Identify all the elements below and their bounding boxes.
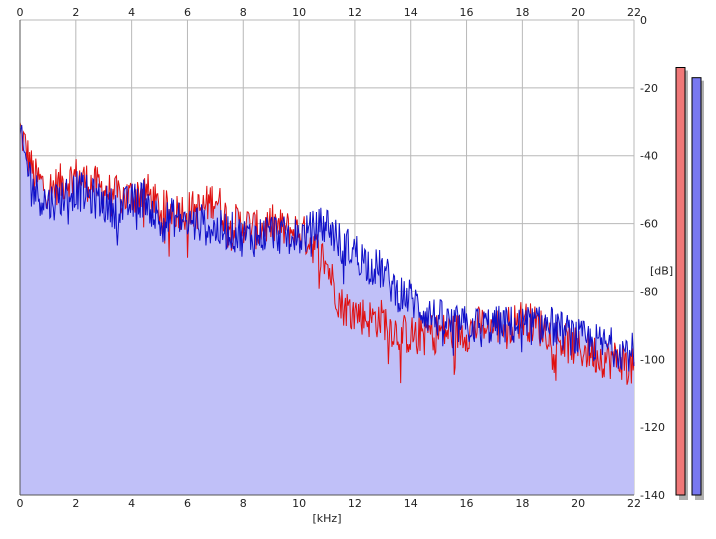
x-tick-label-top: 10 (292, 6, 306, 19)
x-tick-label-top: 12 (348, 6, 362, 19)
x-tick-label-bottom: 16 (460, 497, 474, 510)
x-tick-label-bottom: 4 (128, 497, 135, 510)
y-tick-label: -80 (640, 285, 658, 298)
x-tick-label-top: 18 (515, 6, 529, 19)
x-tick-label-top: 16 (460, 6, 474, 19)
x-tick-label-top: 4 (128, 6, 135, 19)
level-meter-bar-2 (691, 77, 702, 496)
y-tick-label: -100 (640, 353, 665, 366)
y-tick-label: -60 (640, 218, 658, 231)
x-tick-label-bottom: 8 (240, 497, 247, 510)
x-tick-label-top: 20 (571, 6, 585, 19)
x-tick-label-bottom: 22 (627, 497, 641, 510)
y-tick-label: -20 (640, 82, 658, 95)
x-tick-label-top: 8 (240, 6, 247, 19)
x-tick-label-bottom: 14 (404, 497, 418, 510)
spectrum-series (19, 122, 635, 385)
x-tick-label-top: 14 (404, 6, 418, 19)
x-tick-label-bottom: 20 (571, 497, 585, 510)
level-meters (675, 67, 704, 500)
y-axis-label: [dB] (650, 264, 673, 277)
y-tick-label: -120 (640, 421, 665, 434)
y-tick-label: 0 (640, 14, 647, 27)
x-tick-label-bottom: 2 (72, 497, 79, 510)
x-tick-label-top: 22 (627, 6, 641, 19)
level-meter-bar-1 (675, 67, 686, 496)
x-tick-label-top: 6 (184, 6, 191, 19)
series-line-2 (19, 124, 635, 372)
x-tick-label-bottom: 18 (515, 497, 529, 510)
x-tick-label-bottom: 10 (292, 497, 306, 510)
chart-axes: 002244668810101212141416161818202022220-… (17, 6, 665, 510)
x-tick-label-top: 0 (17, 6, 24, 19)
x-axis-label: [kHz] (313, 512, 342, 525)
y-tick-label: -140 (640, 489, 665, 502)
x-tick-label-bottom: 12 (348, 497, 362, 510)
x-tick-label-top: 2 (72, 6, 79, 19)
x-tick-label-bottom: 0 (17, 497, 24, 510)
x-tick-label-bottom: 6 (184, 497, 191, 510)
y-tick-label: -40 (640, 150, 658, 163)
